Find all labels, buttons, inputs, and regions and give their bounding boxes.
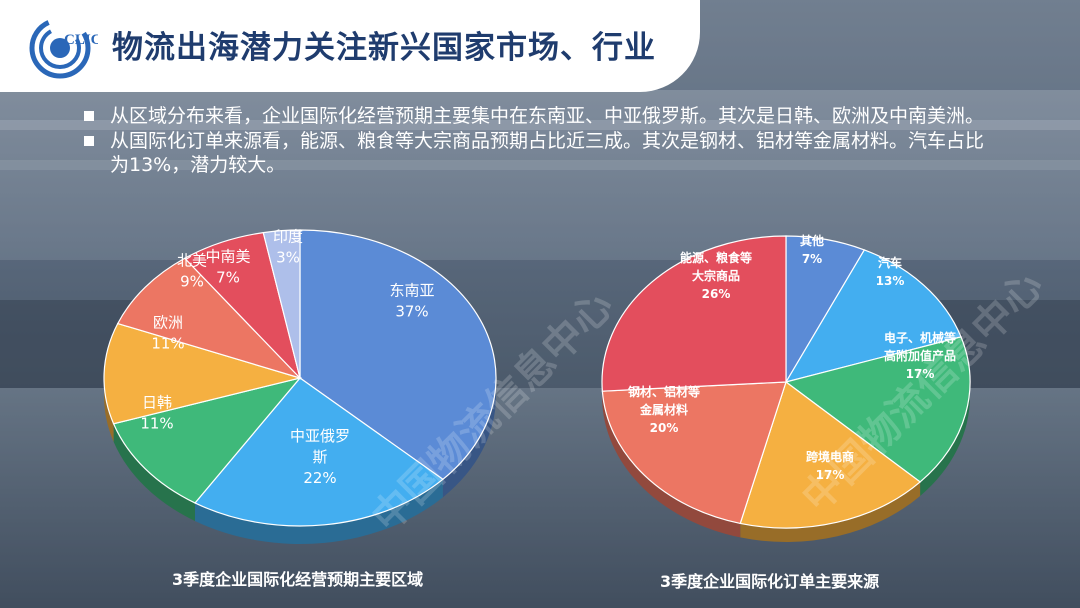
slice-value-label: 20% (650, 421, 679, 435)
pie-slice (103, 322, 303, 425)
slice-category-label: 东南亚 (389, 282, 434, 300)
slice-value-label: 37% (395, 303, 428, 321)
pie-slice-side (104, 378, 114, 442)
slice-category-label: 钢材、铝材等 (628, 384, 700, 399)
slice-value-label: 11% (151, 335, 184, 353)
pie-slice-side (740, 481, 921, 542)
pie-slice (112, 376, 302, 504)
pie-slice (601, 235, 787, 392)
bullet-item: 从国际化订单来源看，能源、粮食等大宗商品预期占比近三成。其次是钢材、铝材等金属材… (84, 129, 984, 177)
title-bar (0, 0, 700, 92)
logo-text: CLIC (64, 32, 98, 48)
slice-category-label: 电子、机械等 (884, 330, 956, 345)
pie-slice-side (113, 423, 195, 521)
bullet-square-icon (84, 111, 94, 121)
slice-category-label: 斯 (312, 448, 327, 466)
slice-category-label: 印度 (273, 228, 303, 246)
slice-category-label: 金属材料 (639, 402, 688, 417)
bullet-item: 从区域分布来看，企业国际化经营预期主要集中在东南亚、中亚俄罗斯。其次是日韩、欧洲… (84, 104, 984, 128)
logo-icon: CLIC (29, 17, 98, 79)
slice-category-label: 汽车 (878, 255, 902, 270)
slice-category-label: 大宗商品 (692, 268, 740, 283)
bullet-list: 从区域分布来看，企业国际化经营预期主要集中在东南亚、中亚俄罗斯。其次是日韩、欧洲… (84, 104, 984, 178)
bullet-text: 从区域分布来看，企业国际化经营预期主要集中在东南亚、中亚俄罗斯。其次是日韩、欧洲… (110, 105, 985, 127)
slice-value-label: 26% (702, 287, 731, 301)
bullet-square-icon (84, 136, 94, 146)
pie-slice (262, 229, 301, 379)
slice-category-label: 中亚俄罗 (290, 427, 350, 445)
slice-category-label: 其他 (800, 233, 824, 248)
pie-slice-side (194, 479, 443, 544)
pie-slice (194, 377, 444, 527)
chart-title-order-sources: 3季度企业国际化订单主要来源 (660, 572, 880, 591)
pie-slice (601, 381, 787, 525)
pie-slice (784, 249, 962, 383)
pie-slice (299, 229, 497, 481)
slice-category-label: 日韩 (142, 394, 172, 412)
slice-category-label: 中南美 (205, 248, 250, 266)
slice-value-label: 3% (276, 249, 300, 267)
slice-value-label: 7% (802, 252, 822, 266)
slice-category-label: 欧洲 (153, 314, 183, 332)
slice-value-label: 9% (180, 273, 204, 291)
chart-title-regions: 3季度企业国际化经营预期主要区域 (172, 570, 424, 589)
slice-value-label: 17% (906, 367, 935, 381)
slice-category-label: 北美 (177, 252, 207, 270)
slice-value-label: 11% (140, 415, 173, 433)
pie-slice (784, 336, 971, 483)
pie-slice-side (602, 391, 741, 538)
bullet-text: 从国际化订单来源看，能源、粮食等大宗商品预期占比近三成。其次是钢材、铝材等金属材… (110, 130, 985, 176)
slice-value-label: 22% (303, 469, 336, 487)
page-title: 物流出海潜力关注新兴国家市场、行业 (112, 30, 656, 66)
pie-slice (116, 257, 303, 380)
slice-category-label: 高附加值产品 (884, 348, 956, 363)
slice-value-label: 13% (876, 274, 905, 288)
pie-slice-side (920, 382, 970, 496)
slice-value-label: 7% (216, 269, 240, 287)
slice-value-label: 17% (816, 468, 845, 482)
pie-slice (739, 381, 922, 529)
slice-category-label: 能源、粮食等 (680, 250, 752, 265)
slice-category-label: 跨境电商 (806, 449, 854, 464)
